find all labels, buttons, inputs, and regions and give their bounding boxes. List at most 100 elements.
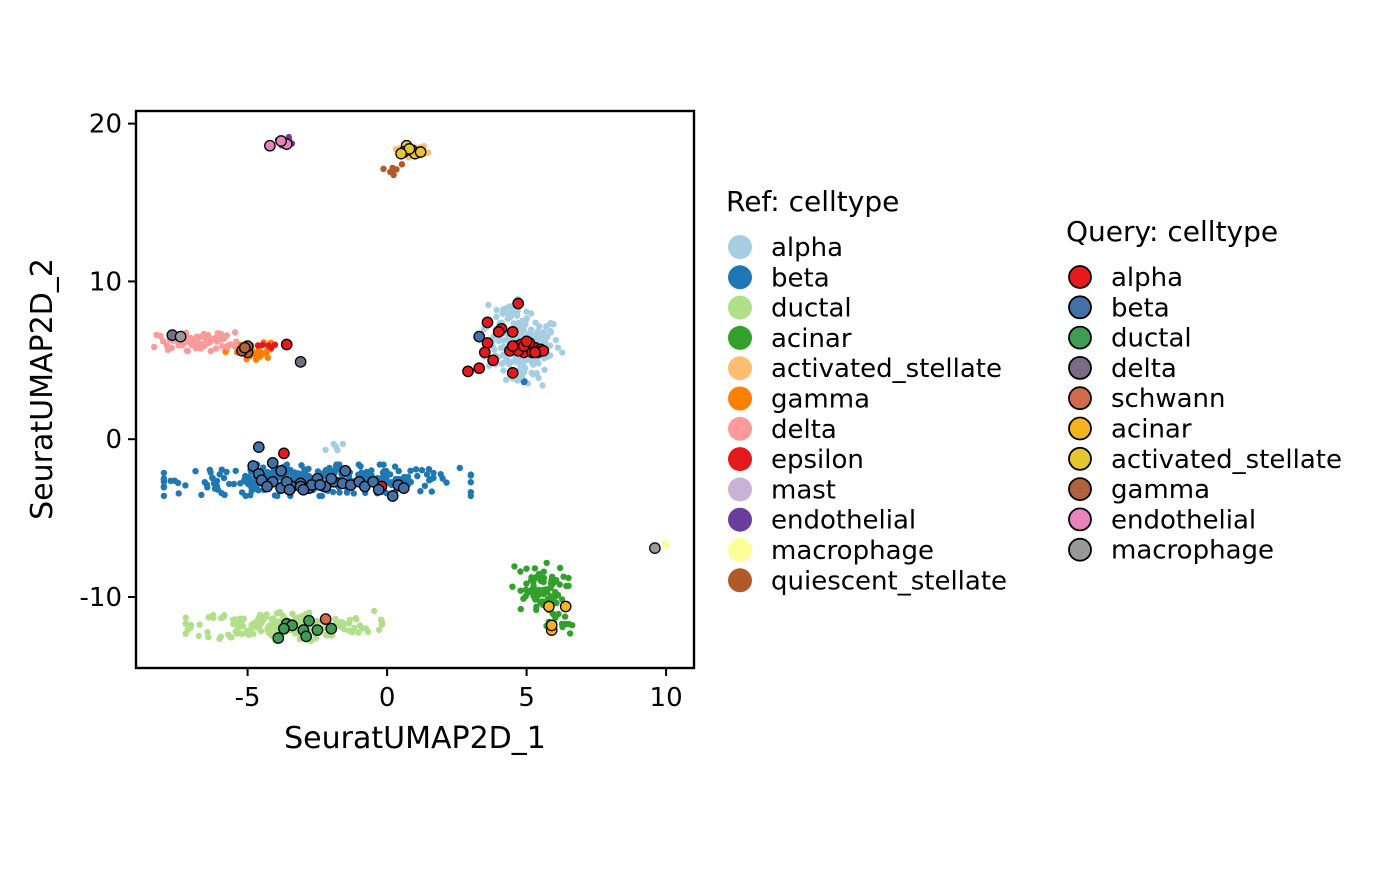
ref-point — [547, 327, 554, 335]
ref-point — [529, 360, 536, 367]
ref-point — [252, 485, 259, 492]
legend-key — [728, 416, 752, 441]
ref-point — [510, 320, 517, 327]
ref-point — [238, 489, 246, 496]
ref-point — [206, 339, 213, 346]
ref-point — [245, 481, 252, 488]
ref-point — [467, 489, 474, 496]
legend-label: acinar — [1111, 415, 1192, 445]
y-tick-label: -10 — [80, 583, 122, 613]
x-axis: -5 0 5 10 — [235, 668, 683, 713]
legend-item-gamma: gamma — [728, 385, 870, 415]
legend-item-ductal: ductal — [1068, 324, 1192, 354]
ref-point — [552, 336, 560, 344]
ref-point — [377, 616, 385, 623]
ref-point — [207, 347, 214, 355]
ref-point — [264, 626, 271, 634]
legend-label: mast — [771, 475, 836, 505]
legend-label: beta — [771, 263, 830, 293]
ref-point — [346, 616, 354, 624]
legend-key — [1068, 507, 1092, 532]
ref-point — [391, 463, 399, 470]
ref-point — [226, 480, 233, 488]
ref-point — [340, 620, 348, 627]
legend-item-gamma: gamma — [1068, 475, 1210, 505]
query-point — [283, 483, 296, 496]
ref-point — [527, 587, 534, 594]
y-tick-label: 20 — [89, 110, 122, 140]
ref-series-macrophage — [661, 540, 671, 549]
legend-key — [728, 538, 752, 562]
ref-point — [237, 480, 244, 487]
ref-point — [522, 321, 529, 328]
query-series-acinar — [543, 600, 572, 636]
legend-item-quiescent-stellate: quiescent_stellate — [728, 566, 1007, 596]
query-series-schwann — [319, 613, 332, 625]
ref-point — [305, 465, 312, 472]
query-point — [325, 472, 338, 485]
legend-label: alpha — [771, 233, 843, 263]
query-point — [261, 480, 273, 493]
ref-point — [558, 596, 566, 603]
legend-item-macrophage: macrophage — [1068, 536, 1274, 566]
ref-point — [547, 593, 554, 600]
query-point — [529, 346, 541, 359]
ref-point — [221, 491, 228, 498]
query-point — [492, 326, 505, 338]
legend-item-beta: beta — [728, 263, 830, 293]
ref-point — [271, 341, 279, 348]
ref-point — [378, 621, 386, 628]
ref-point — [329, 488, 337, 496]
ref-point — [276, 608, 283, 616]
query-series-ductal — [272, 614, 338, 644]
ref-point — [535, 374, 542, 382]
legend-key — [728, 477, 752, 502]
ref-point — [514, 377, 521, 384]
query-point — [649, 542, 661, 554]
ref-point — [517, 605, 524, 613]
legend-item-schwann: schwann — [1068, 384, 1225, 414]
ref-point — [504, 336, 511, 343]
ref-point — [207, 469, 214, 476]
legend-label: ductal — [1111, 324, 1192, 354]
legend-item-beta: beta — [1068, 293, 1170, 323]
ref-point — [517, 368, 524, 376]
ref-point — [534, 356, 541, 364]
ref-point — [213, 338, 221, 345]
ref-point — [339, 440, 346, 448]
ref-point — [175, 490, 182, 497]
ref-point — [547, 320, 554, 327]
legend-key — [728, 386, 752, 411]
ref-point — [214, 486, 222, 493]
ref-point — [227, 341, 234, 348]
ref-point — [423, 471, 431, 478]
ref-point — [265, 342, 272, 349]
ref-point — [540, 568, 547, 575]
query-point — [319, 613, 332, 625]
ref-point — [467, 471, 474, 478]
query-series-macrophage — [174, 330, 661, 554]
ref-point — [182, 620, 189, 627]
ref-series-quiescent-stellate — [380, 161, 406, 179]
ref-point — [198, 491, 205, 499]
ref-point — [493, 306, 500, 314]
legend-label: alpha — [1111, 263, 1183, 293]
query-point — [473, 362, 486, 375]
ref-point — [157, 332, 164, 340]
ref-point — [231, 329, 239, 336]
legend-key — [1068, 537, 1092, 562]
ref-point — [547, 580, 555, 587]
ref-point — [289, 610, 296, 617]
ref-point — [362, 625, 369, 632]
ref-point — [257, 627, 265, 635]
ref-point — [322, 446, 329, 454]
query-point — [506, 367, 519, 379]
query-series-endothelial — [264, 135, 293, 152]
ref-point — [380, 165, 387, 172]
ref-point — [195, 632, 202, 640]
legend-item-endothelial: endothelial — [1068, 505, 1256, 535]
query-point — [545, 619, 558, 632]
ref-point — [556, 581, 563, 588]
legend-key — [728, 295, 752, 320]
ref-point — [150, 343, 158, 351]
